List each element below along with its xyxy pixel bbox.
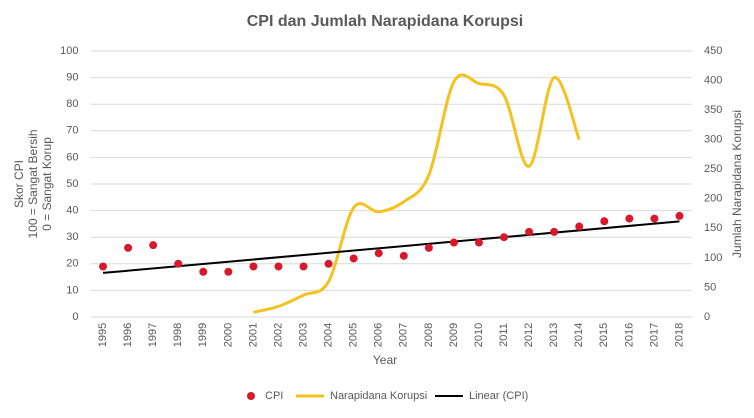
chart-title: CPI dan Jumlah Narapidana Korupsi — [247, 13, 524, 30]
y-tick-label: 40 — [66, 205, 78, 217]
y-tick-label: 60 — [66, 151, 78, 163]
x-tick-label: 1999 — [197, 323, 209, 347]
point — [625, 214, 634, 223]
point — [550, 227, 559, 236]
x-tick-label: 2018 — [673, 323, 685, 347]
y2-tick-label: 300 — [704, 134, 722, 146]
legend: CPI Narapidana Korupsi Linear (CPI) — [247, 390, 528, 402]
y-tick-label: 0 — [72, 311, 78, 323]
legend-swatch — [247, 392, 255, 400]
y-axis-label-line: 100 = Sangat Bersih — [26, 129, 40, 238]
x-tick-label: 2016 — [623, 323, 635, 347]
point — [124, 243, 133, 252]
x-tick-label: 2014 — [573, 323, 585, 347]
y2-tick-label: 150 — [704, 222, 722, 234]
y-axis-label-line: Skor CPI — [12, 160, 26, 208]
x-tick-label: 2007 — [398, 323, 410, 347]
x-tick-label: 1995 — [97, 323, 109, 347]
point — [349, 254, 358, 263]
y2-tick-label: 350 — [704, 104, 722, 116]
point — [199, 267, 208, 276]
y-tick-label: 20 — [66, 258, 78, 270]
point — [500, 233, 509, 242]
x-tick-label: 2011 — [498, 323, 510, 347]
legend-label: Linear (CPI) — [469, 390, 528, 402]
x-tick-label: 2004 — [323, 323, 335, 347]
x-tick-label: 2005 — [348, 323, 360, 347]
y2-tick-label: 450 — [704, 45, 722, 57]
y2-tick-label: 250 — [704, 163, 722, 175]
y2-tick-label: 400 — [704, 74, 722, 86]
point — [650, 214, 659, 223]
x-tick-label: 2006 — [373, 323, 385, 347]
x-tick-label: 2012 — [523, 323, 535, 347]
x-tick-label: 2001 — [247, 323, 259, 347]
y-tick-label: 90 — [66, 72, 78, 84]
x-tick-label: 2013 — [548, 323, 560, 347]
point — [174, 259, 183, 268]
point — [99, 262, 108, 271]
point — [374, 249, 383, 258]
point — [424, 243, 433, 252]
x-tick-label: 2008 — [423, 323, 435, 347]
x-tick-label: 2000 — [222, 323, 234, 347]
point — [249, 262, 258, 271]
y-axis-label-line: 0 = Sangat Korup — [40, 137, 54, 231]
point — [600, 217, 609, 226]
x-tick-label: 2009 — [448, 323, 460, 347]
x-tick-label: 2002 — [272, 323, 284, 347]
y-tick-label: 100 — [60, 45, 78, 57]
y2-axis-label: Jumlah Narapidana Korupsi — [730, 110, 744, 258]
y2-tick-label: 50 — [704, 281, 716, 293]
point — [274, 262, 283, 271]
trendline — [102, 220, 680, 274]
point — [224, 267, 233, 276]
point — [575, 222, 584, 231]
x-tick-label: 2010 — [473, 323, 485, 347]
y2-tick-label: 200 — [704, 193, 722, 205]
legend-label: Narapidana Korupsi — [330, 390, 427, 402]
line-series — [253, 73, 581, 314]
point — [149, 241, 158, 250]
x-tick-label: 1996 — [122, 323, 134, 347]
x-axis-label: Year — [373, 353, 397, 367]
y-tick-label: 30 — [66, 231, 78, 243]
point — [449, 238, 458, 247]
x-tick-label: 2017 — [648, 323, 660, 347]
x-tick-label: 1997 — [147, 323, 159, 347]
point — [474, 238, 483, 247]
x-tick-label: 2003 — [297, 323, 309, 347]
point — [399, 251, 408, 260]
x-tick-label: 2015 — [598, 323, 610, 347]
y2-tick-label: 0 — [704, 311, 710, 323]
x-tick-label: 1998 — [172, 323, 184, 347]
y-tick-label: 70 — [66, 125, 78, 137]
point — [525, 227, 534, 236]
point — [299, 262, 308, 271]
y-tick-label: 50 — [66, 178, 78, 190]
point — [324, 259, 333, 268]
y-tick-label: 10 — [66, 284, 78, 296]
point — [675, 211, 684, 220]
y-tick-label: 80 — [66, 98, 78, 110]
y2-tick-label: 100 — [704, 252, 722, 264]
y-axis-label: Skor CPI 100 = Sangat Bersih 0 = Sangat … — [12, 129, 54, 238]
legend-label: CPI — [265, 390, 283, 402]
